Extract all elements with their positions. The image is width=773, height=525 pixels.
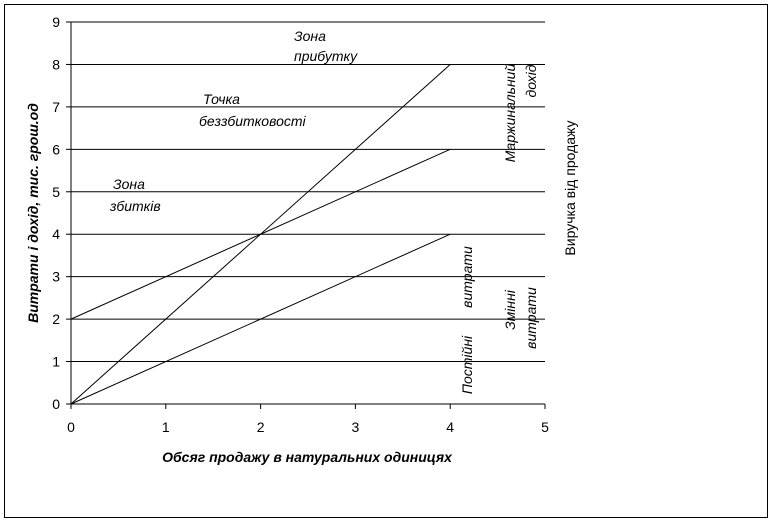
y-tick-label: 1 xyxy=(52,354,60,370)
y-tick-label: 0 xyxy=(52,396,60,412)
y-tick-label: 7 xyxy=(52,99,60,115)
annotation-zone-loss-line2: збитків xyxy=(109,198,161,214)
annotation-variable-costs-line1: Змінні xyxy=(502,289,518,330)
y-tick-label: 9 xyxy=(52,14,60,30)
y-tick-label: 2 xyxy=(52,311,60,327)
x-tick-label: 0 xyxy=(67,419,75,435)
y-ticks: 0 1 2 3 4 5 6 7 8 9 xyxy=(52,14,71,412)
x-tick-label: 4 xyxy=(446,419,454,435)
x-tick-label: 5 xyxy=(541,419,549,435)
annotation-variable-costs-line2: витрати xyxy=(523,287,539,349)
y-tick-label: 4 xyxy=(52,226,60,242)
grid-lines xyxy=(71,21,545,363)
annotation-revenue: Виручка від продажу xyxy=(562,120,578,255)
axes xyxy=(70,22,545,405)
series-line-total-costs xyxy=(70,148,451,320)
annotation-zone-profit-line1: Зона xyxy=(294,28,326,44)
annotation-zone-loss-line1: Зона xyxy=(113,176,145,192)
series-line-variable-costs xyxy=(70,233,451,405)
y-tick-label: 5 xyxy=(52,184,60,200)
x-ticks: 0 1 2 3 4 5 xyxy=(67,404,549,435)
annotation-marginal-income-line2: дохід xyxy=(523,64,539,97)
annotation-fixed-costs-line2: витрати xyxy=(459,246,475,308)
x-axis-title: Обсяг продажу в натуральних одиницях xyxy=(162,449,453,465)
series-lines xyxy=(70,64,451,405)
y-tick-label: 6 xyxy=(52,141,60,157)
annotation-breakeven-line1: Точка xyxy=(203,91,240,107)
y-tick-label: 8 xyxy=(52,56,60,72)
annotation-marginal-income-line1: Маржинальний xyxy=(502,64,518,163)
chart-frame xyxy=(4,4,768,518)
x-tick-label: 1 xyxy=(162,419,170,435)
annotation-zone-profit-line2: прибутку xyxy=(294,48,358,64)
y-axis-title: Витрати і дохід, тис. грош.од xyxy=(25,103,41,323)
x-tick-label: 3 xyxy=(352,419,360,435)
y-tick-label: 3 xyxy=(52,269,60,285)
annotation-fixed-costs-line1: Постійні xyxy=(459,335,475,394)
annotation-breakeven-line2: беззбитковості xyxy=(199,113,307,129)
x-tick-label: 2 xyxy=(257,419,265,435)
